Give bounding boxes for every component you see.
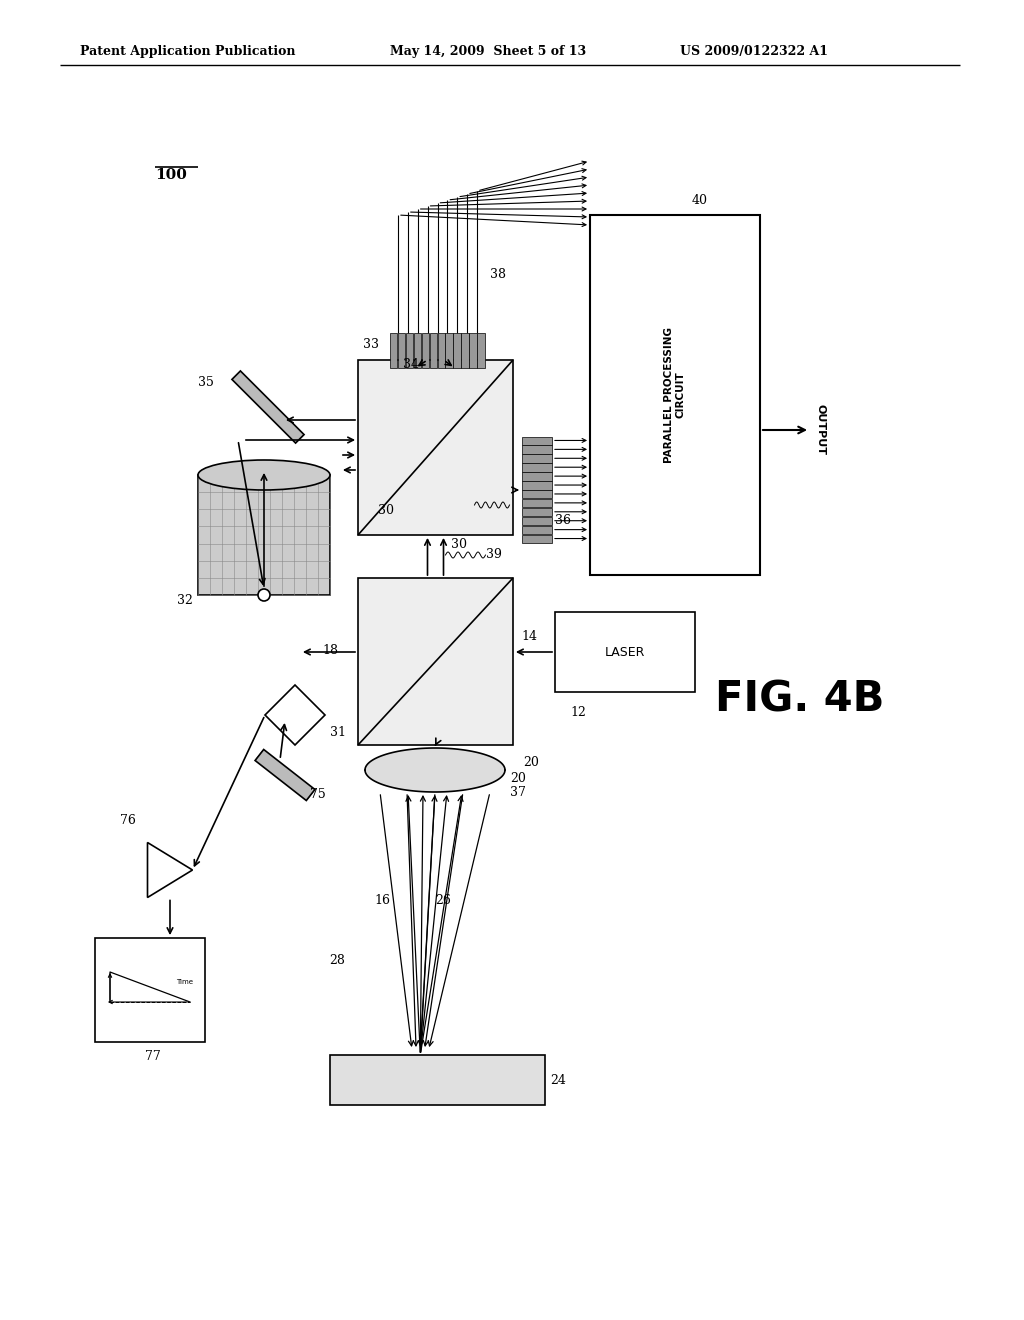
Bar [445, 333, 453, 368]
Bar [590, 215, 760, 576]
Text: 32: 32 [177, 594, 193, 606]
Bar [406, 333, 414, 368]
Text: 39: 39 [486, 549, 502, 561]
Text: 77: 77 [145, 1049, 161, 1063]
Polygon shape [147, 842, 193, 898]
Bar [414, 333, 421, 368]
Circle shape [258, 589, 270, 601]
Text: 28: 28 [330, 953, 345, 966]
Bar [461, 333, 469, 368]
Bar [390, 333, 397, 368]
Text: Patent Application Publication: Patent Application Publication [80, 45, 296, 58]
Bar [555, 612, 695, 692]
Bar [522, 463, 552, 471]
Bar [422, 333, 429, 368]
Text: LASER: LASER [605, 645, 645, 659]
Text: 30: 30 [378, 503, 394, 516]
Text: PARALLEL PROCESSING
CIRCUIT: PARALLEL PROCESSING CIRCUIT [665, 327, 686, 463]
Text: 16: 16 [375, 894, 390, 907]
Bar [469, 333, 476, 368]
Text: FIG. 4B: FIG. 4B [716, 678, 885, 721]
Bar [522, 508, 552, 516]
Text: 40: 40 [692, 194, 708, 206]
Text: US 2009/0122322 A1: US 2009/0122322 A1 [680, 45, 828, 58]
PathPatch shape [365, 748, 505, 792]
Bar [522, 516, 552, 525]
Bar [522, 473, 552, 480]
Text: 33: 33 [362, 338, 379, 351]
Text: 76: 76 [120, 813, 136, 826]
Bar [522, 535, 552, 543]
Bar [522, 437, 552, 445]
Bar [430, 333, 437, 368]
Bar [437, 333, 444, 368]
Bar [477, 333, 484, 368]
Text: 14: 14 [521, 630, 537, 643]
Text: 20: 20 [510, 771, 526, 784]
Bar [522, 499, 552, 507]
Text: 35: 35 [198, 375, 214, 388]
Text: 12: 12 [570, 705, 586, 718]
Bar [454, 333, 461, 368]
Polygon shape [255, 750, 315, 800]
Text: 75: 75 [310, 788, 326, 801]
Bar [522, 445, 552, 454]
Text: Time: Time [176, 979, 193, 985]
Polygon shape [232, 371, 304, 444]
Bar [398, 333, 406, 368]
Text: 24: 24 [550, 1073, 566, 1086]
Bar [522, 525, 552, 535]
Bar [330, 1055, 545, 1105]
Bar [198, 475, 330, 595]
Ellipse shape [198, 459, 330, 490]
Text: 100: 100 [155, 168, 186, 182]
Text: 30: 30 [451, 539, 467, 552]
Bar [358, 360, 513, 535]
Bar [358, 578, 513, 744]
Bar [522, 454, 552, 463]
Text: 31: 31 [330, 726, 346, 739]
Text: 18: 18 [322, 644, 338, 656]
Bar [95, 939, 205, 1041]
Polygon shape [265, 685, 325, 744]
Text: 36: 36 [555, 513, 571, 527]
Text: 38: 38 [490, 268, 506, 281]
Text: 37: 37 [510, 785, 526, 799]
Text: OUTPUT: OUTPUT [815, 404, 825, 455]
Text: 26: 26 [435, 894, 452, 907]
Bar [522, 480, 552, 490]
Text: May 14, 2009  Sheet 5 of 13: May 14, 2009 Sheet 5 of 13 [390, 45, 586, 58]
Text: 34: 34 [402, 359, 419, 371]
Bar [522, 490, 552, 499]
Text: 20: 20 [523, 755, 539, 768]
